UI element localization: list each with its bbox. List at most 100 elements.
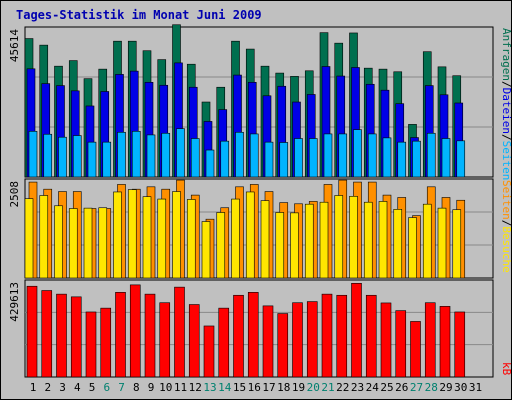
x-tick-label: 11 — [174, 381, 187, 394]
bar-besuche — [422, 203, 432, 279]
bar-seiten — [205, 149, 215, 178]
bar-seiten — [72, 135, 82, 178]
legend-middle: Seiten/Besuche — [500, 180, 512, 273]
bar-besuche — [304, 203, 314, 279]
x-tick-label: 22 — [336, 381, 349, 394]
bar-besuche — [231, 198, 240, 279]
bar-kb — [454, 311, 466, 378]
bar-kb — [277, 313, 289, 378]
bar-kb — [174, 286, 185, 378]
bar-seiten — [367, 133, 377, 178]
y-max-label: 429613 — [8, 282, 21, 322]
bar-besuche — [39, 195, 49, 279]
bar-kb — [26, 285, 38, 378]
bar-kb — [85, 311, 97, 378]
bar-kb — [56, 293, 67, 378]
bar-seiten — [441, 138, 451, 178]
x-tick-label: 4 — [74, 381, 81, 394]
bar-besuche — [378, 201, 388, 279]
bar-seiten — [264, 141, 274, 178]
bar-besuche — [127, 189, 137, 279]
bar-seiten — [353, 129, 362, 178]
legend-seiten: Seiten — [500, 180, 512, 220]
bar-besuche — [201, 221, 211, 279]
legend-sep: / — [500, 220, 512, 227]
bar-besuche — [275, 212, 285, 279]
x-tick-label: 21 — [321, 381, 334, 394]
bar-besuche — [172, 191, 181, 279]
bar-seiten — [426, 132, 436, 178]
legend-seiten: Seiten — [500, 141, 512, 181]
bar-seiten — [58, 136, 67, 178]
bar-seiten — [190, 138, 200, 178]
bar-kb — [321, 293, 333, 378]
legend-dateien: Dateien — [500, 88, 512, 134]
bar-besuche — [98, 207, 108, 279]
legend-anfragen: Anfragen — [500, 28, 512, 81]
bar-kb — [262, 305, 274, 378]
x-tick-label: 12 — [189, 381, 202, 394]
bar-besuche — [54, 205, 63, 279]
bar-seiten — [102, 141, 112, 178]
bar-seiten — [456, 140, 466, 178]
x-tick-label: 25 — [380, 381, 393, 394]
bar-besuche — [437, 207, 447, 279]
legend-kb: kB — [500, 362, 512, 376]
bar-seiten — [382, 137, 392, 178]
bar-besuche — [24, 198, 34, 279]
x-tick-label: 14 — [218, 381, 232, 394]
bar-kb — [247, 292, 259, 378]
bar-seiten — [220, 140, 230, 178]
bar-kb — [365, 294, 377, 378]
x-tick-label: 13 — [203, 381, 216, 394]
legend-sep: / — [500, 134, 512, 141]
bar-kb — [410, 321, 421, 378]
bar-kb — [144, 293, 156, 378]
bar-seiten — [161, 132, 171, 178]
bar-besuche — [349, 195, 358, 279]
x-tick-label: 16 — [248, 381, 261, 394]
bar-kb — [380, 302, 392, 378]
bar-kb — [70, 296, 82, 378]
x-tick-label: 7 — [118, 381, 125, 394]
legend-top: Anfragen/Dateien/Seiten — [500, 28, 512, 180]
bar-seiten — [279, 142, 289, 178]
bar-kb — [188, 304, 200, 378]
x-tick-label: 18 — [277, 381, 290, 394]
chart-title: Tages-Statistik im Monat Juni 2009 — [16, 8, 262, 22]
bar-seiten — [176, 128, 185, 178]
bar-seiten — [412, 140, 421, 178]
bar-kb — [100, 307, 112, 378]
bar-besuche — [393, 209, 403, 279]
bar-seiten — [146, 134, 156, 178]
bar-besuche — [260, 200, 270, 279]
y-max-label: 45614 — [8, 29, 21, 62]
x-tick-label: 24 — [366, 381, 380, 394]
bar-besuche — [83, 207, 93, 279]
x-tick-label: 9 — [148, 381, 155, 394]
x-tick-label: 30 — [454, 381, 467, 394]
bar-besuche — [334, 195, 344, 279]
bar-besuche — [363, 201, 373, 279]
x-tick-label: 19 — [292, 381, 305, 394]
bar-besuche — [245, 191, 255, 279]
bar-kb — [115, 292, 126, 378]
bar-besuche — [142, 196, 152, 279]
bar-kb — [351, 282, 362, 378]
bar-besuche — [68, 208, 78, 279]
x-tick-label: 3 — [59, 381, 66, 394]
x-tick-label: 1 — [30, 381, 37, 394]
bar-besuche — [408, 217, 417, 279]
x-tick-label: 20 — [307, 381, 320, 394]
bar-besuche — [290, 212, 299, 279]
bar-kb — [336, 294, 348, 378]
bar-besuche — [186, 199, 196, 279]
x-tick-label: 8 — [133, 381, 140, 394]
bar-besuche — [157, 198, 167, 279]
bar-seiten — [235, 131, 244, 178]
x-tick-label: 5 — [89, 381, 96, 394]
bar-seiten — [323, 133, 333, 178]
bar-seiten — [338, 133, 348, 178]
legend-besuche: Besuche — [500, 226, 512, 272]
